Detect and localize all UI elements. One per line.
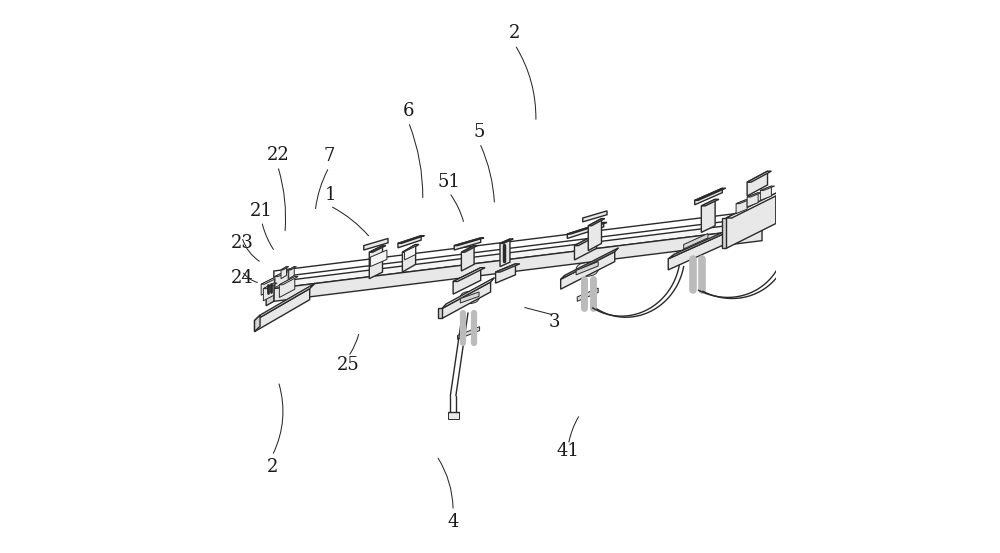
Polygon shape: [255, 315, 260, 332]
Polygon shape: [442, 282, 491, 319]
Text: 1: 1: [324, 186, 336, 204]
Polygon shape: [364, 238, 388, 250]
Polygon shape: [255, 289, 310, 332]
Polygon shape: [701, 199, 719, 206]
Polygon shape: [576, 262, 598, 275]
Text: 3: 3: [548, 313, 560, 331]
Polygon shape: [279, 276, 295, 298]
Polygon shape: [454, 238, 481, 250]
Polygon shape: [782, 232, 791, 247]
Polygon shape: [736, 199, 750, 204]
Polygon shape: [747, 192, 758, 207]
Text: 23: 23: [230, 234, 253, 252]
Text: 25: 25: [337, 356, 360, 374]
Ellipse shape: [376, 260, 382, 264]
Polygon shape: [460, 292, 479, 303]
Text: 51: 51: [438, 173, 461, 191]
Polygon shape: [275, 270, 291, 276]
Polygon shape: [583, 211, 607, 222]
Polygon shape: [274, 221, 762, 289]
Polygon shape: [668, 220, 754, 270]
Polygon shape: [668, 216, 759, 259]
Polygon shape: [402, 244, 416, 272]
Polygon shape: [261, 278, 278, 284]
Polygon shape: [747, 171, 768, 196]
Polygon shape: [369, 246, 383, 279]
Polygon shape: [588, 218, 605, 226]
Text: 22: 22: [266, 146, 289, 164]
Text: 7: 7: [323, 147, 335, 165]
Text: 21: 21: [250, 202, 273, 221]
Polygon shape: [289, 267, 296, 270]
Polygon shape: [561, 252, 615, 289]
Text: 4: 4: [447, 513, 459, 531]
Polygon shape: [405, 246, 416, 260]
Polygon shape: [760, 186, 771, 200]
Polygon shape: [695, 188, 722, 205]
Polygon shape: [266, 282, 274, 306]
Text: 2: 2: [266, 458, 278, 476]
Polygon shape: [402, 244, 419, 252]
Polygon shape: [574, 234, 597, 260]
Polygon shape: [726, 193, 776, 248]
Polygon shape: [279, 276, 298, 285]
Polygon shape: [677, 249, 686, 263]
Ellipse shape: [376, 255, 382, 258]
Text: 6: 6: [403, 102, 414, 120]
Polygon shape: [496, 264, 520, 272]
Ellipse shape: [576, 263, 598, 276]
Polygon shape: [281, 267, 287, 279]
Polygon shape: [453, 268, 481, 294]
Polygon shape: [281, 267, 289, 270]
Polygon shape: [747, 192, 761, 197]
Polygon shape: [398, 236, 424, 243]
Text: 41: 41: [557, 442, 580, 460]
Text: 5: 5: [474, 123, 485, 141]
Polygon shape: [500, 239, 513, 243]
Polygon shape: [701, 199, 715, 232]
Ellipse shape: [460, 291, 479, 304]
Polygon shape: [263, 283, 277, 289]
Polygon shape: [561, 248, 619, 279]
Polygon shape: [684, 233, 708, 249]
Polygon shape: [574, 234, 600, 246]
Text: 2: 2: [509, 24, 521, 41]
Polygon shape: [500, 239, 510, 267]
Polygon shape: [496, 264, 515, 283]
Polygon shape: [454, 238, 484, 246]
Polygon shape: [726, 193, 781, 218]
Ellipse shape: [408, 255, 413, 258]
Ellipse shape: [683, 234, 708, 250]
Polygon shape: [263, 283, 274, 301]
Polygon shape: [722, 218, 726, 248]
Polygon shape: [255, 283, 315, 321]
Polygon shape: [398, 236, 421, 248]
Polygon shape: [369, 246, 386, 252]
Polygon shape: [442, 278, 494, 309]
Polygon shape: [458, 327, 480, 340]
Polygon shape: [760, 186, 775, 190]
Ellipse shape: [408, 249, 413, 252]
Polygon shape: [275, 270, 288, 288]
Polygon shape: [274, 210, 762, 278]
Polygon shape: [461, 246, 477, 252]
Polygon shape: [261, 278, 274, 295]
Text: 24: 24: [230, 269, 253, 286]
Polygon shape: [588, 218, 601, 251]
Polygon shape: [567, 222, 604, 238]
Polygon shape: [448, 412, 459, 419]
Polygon shape: [370, 250, 387, 267]
Polygon shape: [577, 288, 598, 301]
Polygon shape: [461, 246, 474, 271]
Polygon shape: [274, 228, 762, 301]
Polygon shape: [453, 268, 485, 281]
Polygon shape: [289, 267, 294, 279]
Polygon shape: [567, 222, 607, 234]
Polygon shape: [438, 309, 442, 319]
Polygon shape: [747, 171, 771, 182]
Polygon shape: [736, 199, 747, 213]
Polygon shape: [695, 188, 726, 200]
